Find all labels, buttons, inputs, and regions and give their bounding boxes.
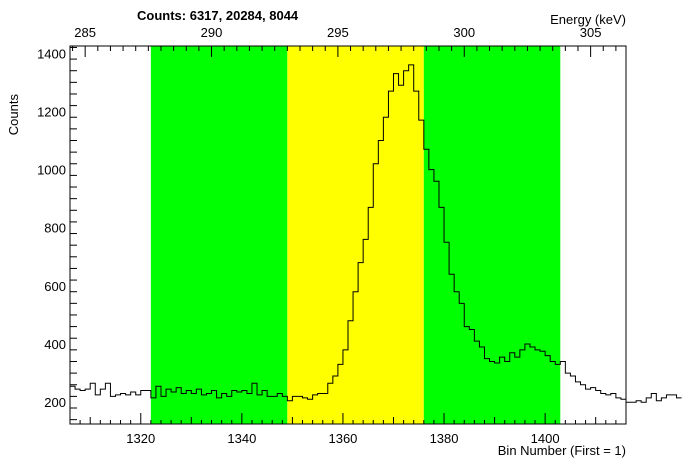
- x-tick-label: 1320: [126, 431, 155, 446]
- energy-tick-label: 305: [580, 25, 602, 40]
- x-tick-label: 1380: [430, 431, 459, 446]
- energy-tick-label: 295: [327, 25, 349, 40]
- y-tick-label: 1200: [37, 104, 66, 119]
- y-tick-label: 1000: [37, 163, 66, 178]
- region-bands: [150, 46, 561, 424]
- x-tick-label: 1340: [227, 431, 256, 446]
- region-band-2: [287, 46, 424, 424]
- plot-frame: [69, 45, 627, 425]
- energy-tick-label: 300: [453, 25, 475, 40]
- y-tick-label: 800: [44, 221, 66, 236]
- top-axis-title: Energy (keV): [550, 12, 626, 27]
- chart-title: Counts: 6317, 20284, 8044: [137, 8, 299, 23]
- energy-tick-label: 290: [201, 25, 223, 40]
- x-tick-label: 1400: [531, 431, 560, 446]
- y-tick-label: 400: [44, 337, 66, 352]
- axis-ticks: 1320 1340 1360 1380 1400 200 400 600 800 1000 1200…: [37, 25, 627, 446]
- y-tick-label: 600: [44, 279, 66, 294]
- region-band-1: [150, 46, 288, 424]
- y-axis-title: Counts: [6, 94, 21, 136]
- x-tick-label: 1360: [328, 431, 357, 446]
- energy-tick-label: 285: [74, 25, 96, 40]
- y-tick-label: 200: [44, 395, 66, 410]
- y-tick-label: 1400: [37, 46, 66, 61]
- x-axis-title: Bin Number (First = 1): [498, 443, 626, 458]
- histogram-series: [70, 64, 682, 403]
